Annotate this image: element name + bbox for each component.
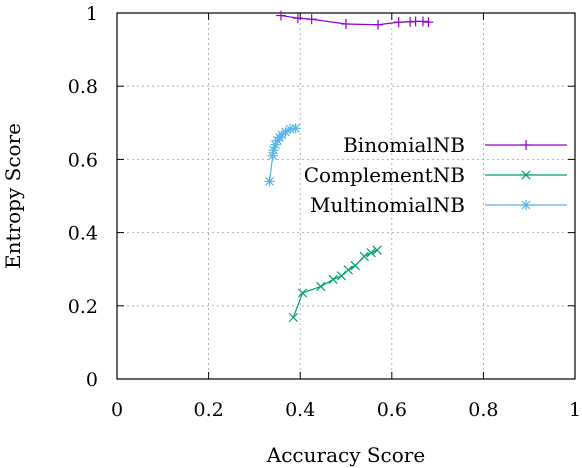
y-tick-label: 0.6 [68,149,98,171]
data-point [306,14,317,25]
y-tick-label: 1 [86,3,98,25]
data-point [341,18,351,29]
series-multinomialnb [264,123,301,187]
data-point [350,260,360,271]
legend-label: ComplementNB [304,163,465,187]
series-binomialnb [275,10,434,30]
y-tick-label: 0.8 [68,76,98,98]
data-point [521,140,531,150]
series-line [280,14,429,26]
data-point [328,274,338,285]
data-point [373,19,384,30]
legend-item: MultinomialNB [310,193,567,217]
x-tick-label: 0.8 [468,399,498,421]
series-complementnb [288,245,382,323]
legend-label: MultinomialNB [310,193,465,217]
data-point [290,123,301,134]
series [264,10,434,323]
x-tick-label: 1 [569,399,581,421]
y-tick-label: 0 [86,369,98,391]
data-point [359,251,369,262]
data-point [267,150,278,161]
plot-frame [116,12,576,380]
x-tick-label: 0.2 [193,399,223,421]
legend: BinomialNB ComplementNB MultinomialNB [304,133,567,217]
x-tick-label: 0.4 [285,399,315,421]
data-point [336,271,347,281]
legend-label: BinomialNB [343,133,465,157]
data-point [264,176,275,187]
data-point [297,288,308,298]
data-point [521,200,531,210]
grid-lines [117,13,575,379]
data-point [275,10,286,21]
y-axis-title: Entropy Score [1,123,25,269]
data-point [366,248,376,258]
data-point [343,265,353,275]
legend-item: BinomialNB [343,133,567,157]
x-tick-label: 0 [111,399,123,421]
data-point [316,281,326,292]
tick-labels: 0 0.2 0.4 0.6 0.8 1 0 0.2 0.4 0.6 0.8 1 [68,3,581,421]
data-point [372,245,382,255]
x-tick-label: 0.6 [377,399,407,421]
data-point [292,13,303,24]
data-point [393,17,404,28]
x-axis-title: Accuracy Score [266,443,425,467]
data-point [521,170,531,180]
y-tick-label: 0.2 [68,296,98,318]
legend-item: ComplementNB [304,163,567,187]
data-point [423,17,434,28]
y-tick-label: 0.4 [68,223,98,245]
data-point [417,16,428,27]
data-point [288,312,299,323]
data-point [270,139,281,150]
series-line [292,249,378,318]
